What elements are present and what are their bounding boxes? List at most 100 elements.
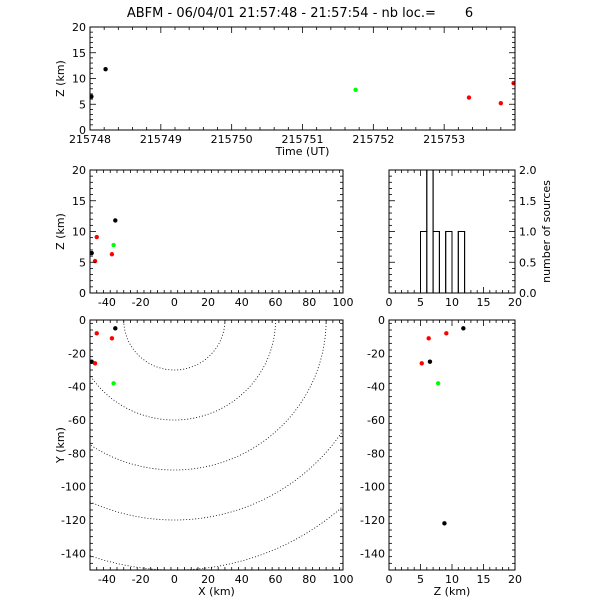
x-tick-label: 60	[269, 296, 283, 309]
y-tick-label: 0	[378, 314, 385, 327]
y-tick-label: 10	[72, 226, 86, 239]
data-point-green	[111, 242, 116, 248]
x-tick-label: 80	[302, 296, 316, 309]
y-tick-label: -140	[360, 547, 385, 560]
x-tick-label: 60	[269, 573, 283, 586]
x-tick-label: 0	[386, 573, 393, 586]
x-tick-label: 215752	[352, 133, 394, 146]
plot-area	[90, 67, 515, 106]
y-tick-label: 0	[79, 124, 86, 137]
plot-area	[90, 218, 118, 264]
y-tick-label: -120	[61, 514, 86, 527]
data-point-green	[435, 381, 441, 386]
data-point-red	[92, 361, 98, 366]
data-point-black	[90, 250, 94, 256]
x-tick-label: -20	[132, 573, 150, 586]
data-point-black	[90, 94, 94, 99]
x-tick-label: 5	[417, 296, 424, 309]
panel-plan-view: -40 -20 0 20 40 60 80 100 0 -20 -40 -60 -80 -100 -120 -…	[54, 314, 354, 598]
histogram-bar	[432, 231, 440, 293]
y-axis-label: Y (km)	[54, 427, 67, 464]
y-tick-label: 0	[79, 287, 86, 300]
x-tick-label: 0	[171, 573, 178, 586]
y-tick-label: -80	[367, 447, 385, 460]
data-point-black	[461, 326, 466, 331]
y-tick-label: -60	[68, 414, 86, 427]
x-tick-label: 215751	[282, 133, 324, 146]
range-ring	[123, 320, 226, 371]
y-tick-label: -40	[367, 381, 385, 394]
x-tick-label: -40	[98, 573, 116, 586]
x-tick-label: 40	[235, 573, 249, 586]
plot-frame	[89, 26, 516, 131]
y-tick-label: -20	[367, 347, 385, 360]
data-point-red	[419, 361, 424, 366]
y-tick-label: 10	[72, 73, 86, 86]
y-tick-label: 0.5	[519, 256, 537, 269]
y-tick-label: -120	[360, 514, 385, 527]
y-tick-label: 0	[79, 314, 86, 327]
panel-time-height: 215748 215749 215750 215751 215752 215753 0 5 10…	[54, 21, 516, 158]
data-point-red	[466, 95, 472, 100]
histogram-bar	[420, 231, 428, 293]
data-point-green	[111, 381, 116, 386]
y-tick-label: -20	[68, 347, 86, 360]
x-tick-label: 10	[445, 296, 459, 309]
plot-area	[419, 326, 466, 526]
figure-title: ABFM - 06/04/01 21:57:48 - 21:57:54 - nb…	[127, 6, 473, 21]
y-tick-label: 15	[72, 195, 86, 208]
x-tick-label: 215750	[211, 133, 253, 146]
x-tick-label: 215748	[69, 133, 111, 146]
x-tick-label: 15	[477, 296, 491, 309]
y-tick-label: -140	[61, 547, 86, 560]
panel-x-height: -40 -20 0 20 40 60 80 100 0 5 10 15 20 Z (km)	[54, 164, 354, 309]
x-tick-label: -40	[98, 296, 116, 309]
y-tick-label: 5	[79, 98, 86, 111]
histogram-bar	[457, 231, 466, 293]
data-point-red	[444, 331, 449, 336]
x-axis-label: X (km)	[198, 585, 235, 598]
data-point-red	[109, 336, 115, 341]
data-point-black	[427, 359, 433, 364]
y-tick-label: -60	[367, 414, 385, 427]
x-tick-label: 215749	[140, 133, 182, 146]
data-point-red	[426, 336, 431, 341]
x-axis-label: Z (km)	[434, 585, 471, 598]
y-tick-label: -100	[360, 481, 385, 494]
y-axis-label: number of sources	[540, 180, 553, 283]
x-tick-label: 5	[417, 573, 424, 586]
data-point-red	[94, 234, 99, 240]
data-point-black	[442, 521, 447, 526]
y-tick-label: 1.0	[519, 226, 537, 239]
x-tick-label: 20	[508, 573, 522, 586]
y-tick-label: 20	[72, 164, 86, 177]
data-point-black	[90, 359, 94, 364]
data-point-black	[113, 326, 118, 331]
x-tick-label: 15	[477, 573, 491, 586]
histogram-bar	[426, 170, 434, 293]
x-tick-label: 20	[508, 296, 522, 309]
x-tick-label: 0	[386, 296, 393, 309]
histogram-bar	[445, 231, 453, 293]
plot-frame	[89, 169, 344, 294]
x-tick-label: -20	[132, 296, 150, 309]
x-axis-label: Time (UT)	[275, 145, 330, 158]
y-axis-label: Z (km)	[54, 213, 67, 250]
data-point-red	[109, 252, 115, 257]
data-point-black	[113, 218, 118, 223]
data-point-red	[498, 101, 504, 106]
x-tick-label: 215753	[423, 133, 465, 146]
y-tick-label: 2.0	[519, 164, 537, 177]
y-tick-label: 0.0	[519, 287, 537, 300]
y-axis-label: Z (km)	[54, 60, 67, 97]
x-tick-label: 0	[171, 296, 178, 309]
x-tick-label: 80	[302, 573, 316, 586]
x-tick-label: 20	[201, 573, 215, 586]
data-point-green	[353, 87, 358, 93]
plot-area	[389, 170, 515, 293]
x-tick-label: 10	[445, 573, 459, 586]
x-tick-label: 40	[235, 296, 249, 309]
x-tick-label: 20	[201, 296, 215, 309]
